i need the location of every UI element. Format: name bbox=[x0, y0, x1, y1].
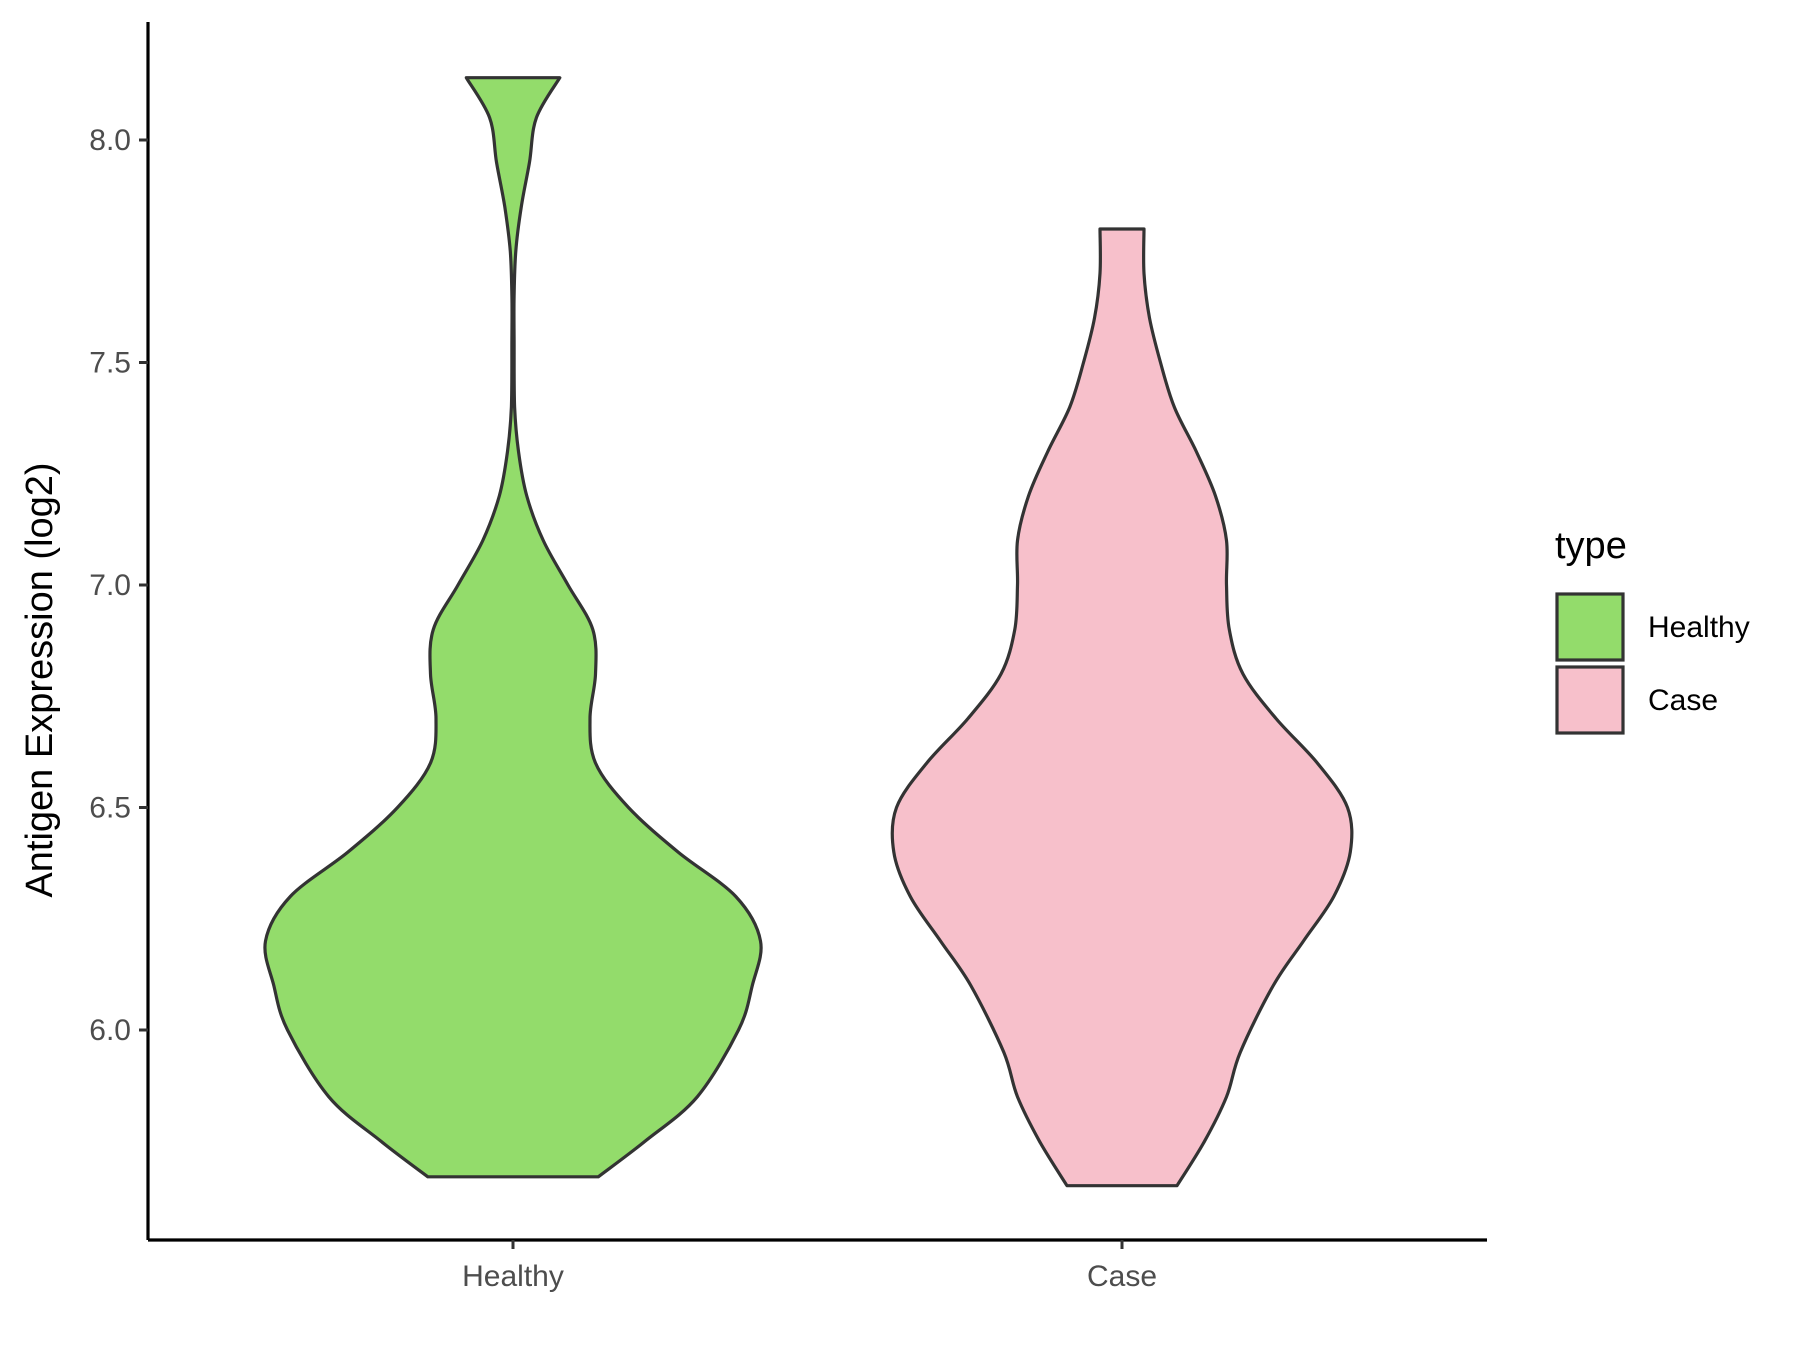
legend-label-case: Case bbox=[1648, 684, 1718, 717]
violin-healthy bbox=[263, 76, 763, 1179]
y-tick-label: 7.5 bbox=[89, 347, 131, 380]
x-tick-label-case: Case bbox=[1087, 1260, 1157, 1293]
legend: type Healthy Case bbox=[1555, 525, 1750, 735]
y-tick-label: 6.5 bbox=[89, 792, 131, 825]
legend-key-case bbox=[1555, 665, 1625, 735]
legend-label-healthy: Healthy bbox=[1648, 611, 1750, 644]
y-tick-label: 7.0 bbox=[89, 569, 131, 602]
y-tick-label: 8.0 bbox=[89, 124, 131, 157]
x-tick-label-healthy: Healthy bbox=[462, 1260, 564, 1293]
violin-case bbox=[890, 227, 1354, 1188]
y-axis: 6.0 6.5 7.0 7.5 8.0 bbox=[89, 22, 150, 1240]
legend-title: type bbox=[1555, 525, 1627, 567]
y-axis-title: Antigen Expression (log2) bbox=[19, 462, 61, 897]
violin-plot-area bbox=[263, 76, 1354, 1188]
legend-key-healthy bbox=[1555, 592, 1625, 662]
y-tick-label: 6.0 bbox=[89, 1014, 131, 1047]
x-axis: Healthy Case bbox=[148, 1238, 1487, 1293]
